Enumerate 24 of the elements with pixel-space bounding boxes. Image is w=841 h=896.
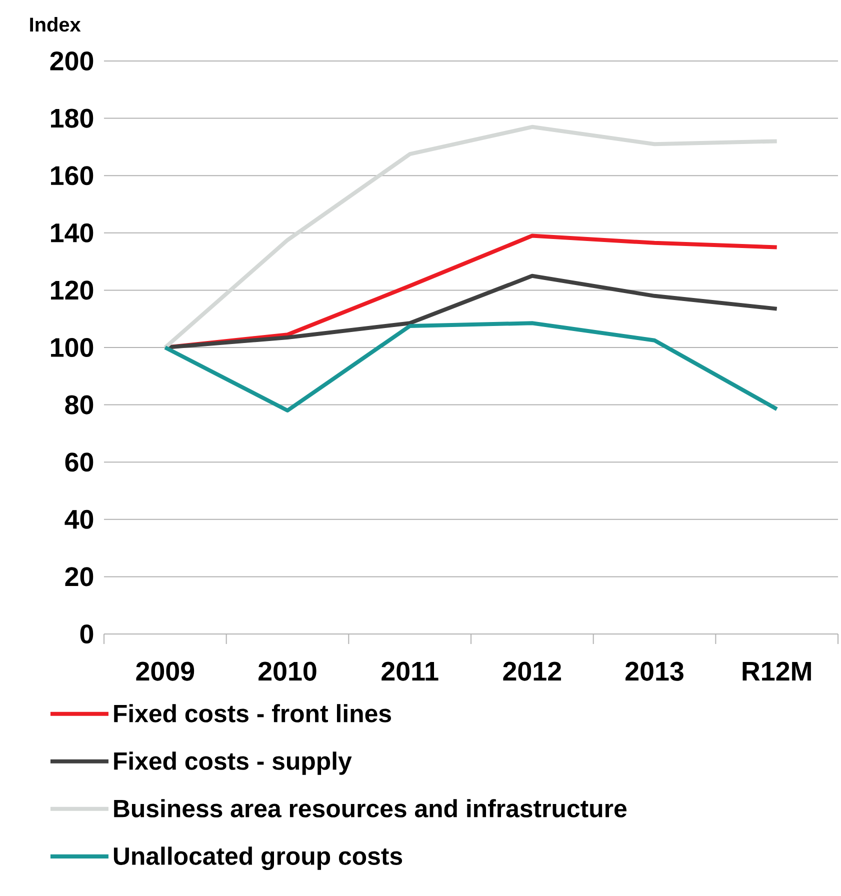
legend-label: Fixed costs - front lines: [114, 704, 391, 722]
y-tick-label: 120: [51, 280, 94, 300]
x-tick-label: R12M: [742, 662, 811, 681]
x-tick-label: 2011: [382, 662, 438, 681]
legend-label: Fixed costs - supply: [114, 752, 352, 775]
line-series: [163, 321, 779, 413]
x-tick-label: 2012: [503, 662, 562, 681]
y-tick-label: 200: [50, 51, 94, 71]
legend-label: Unallocated group costs: [114, 846, 402, 870]
y-tick-label: 140: [51, 223, 94, 242]
y-axis-title: Index: [30, 17, 81, 32]
x-tick-label: 2010: [258, 662, 316, 681]
y-tick-label: 40: [64, 510, 94, 529]
y-tick-label: 100: [51, 338, 94, 358]
y-tick-label: 60: [65, 452, 94, 472]
y-tick-label: 180: [51, 108, 94, 128]
x-tick-label: 2009: [136, 662, 194, 681]
y-tick-label: 0: [80, 624, 94, 644]
legend-label: Business area resources and infrastructure: [114, 799, 627, 818]
line-series: [163, 124, 779, 350]
x-tick-label: 2013: [626, 662, 684, 681]
y-tick-label: 80: [65, 395, 94, 414]
y-tick-label: 160: [51, 166, 94, 186]
y-tick-label: 20: [65, 567, 94, 586]
